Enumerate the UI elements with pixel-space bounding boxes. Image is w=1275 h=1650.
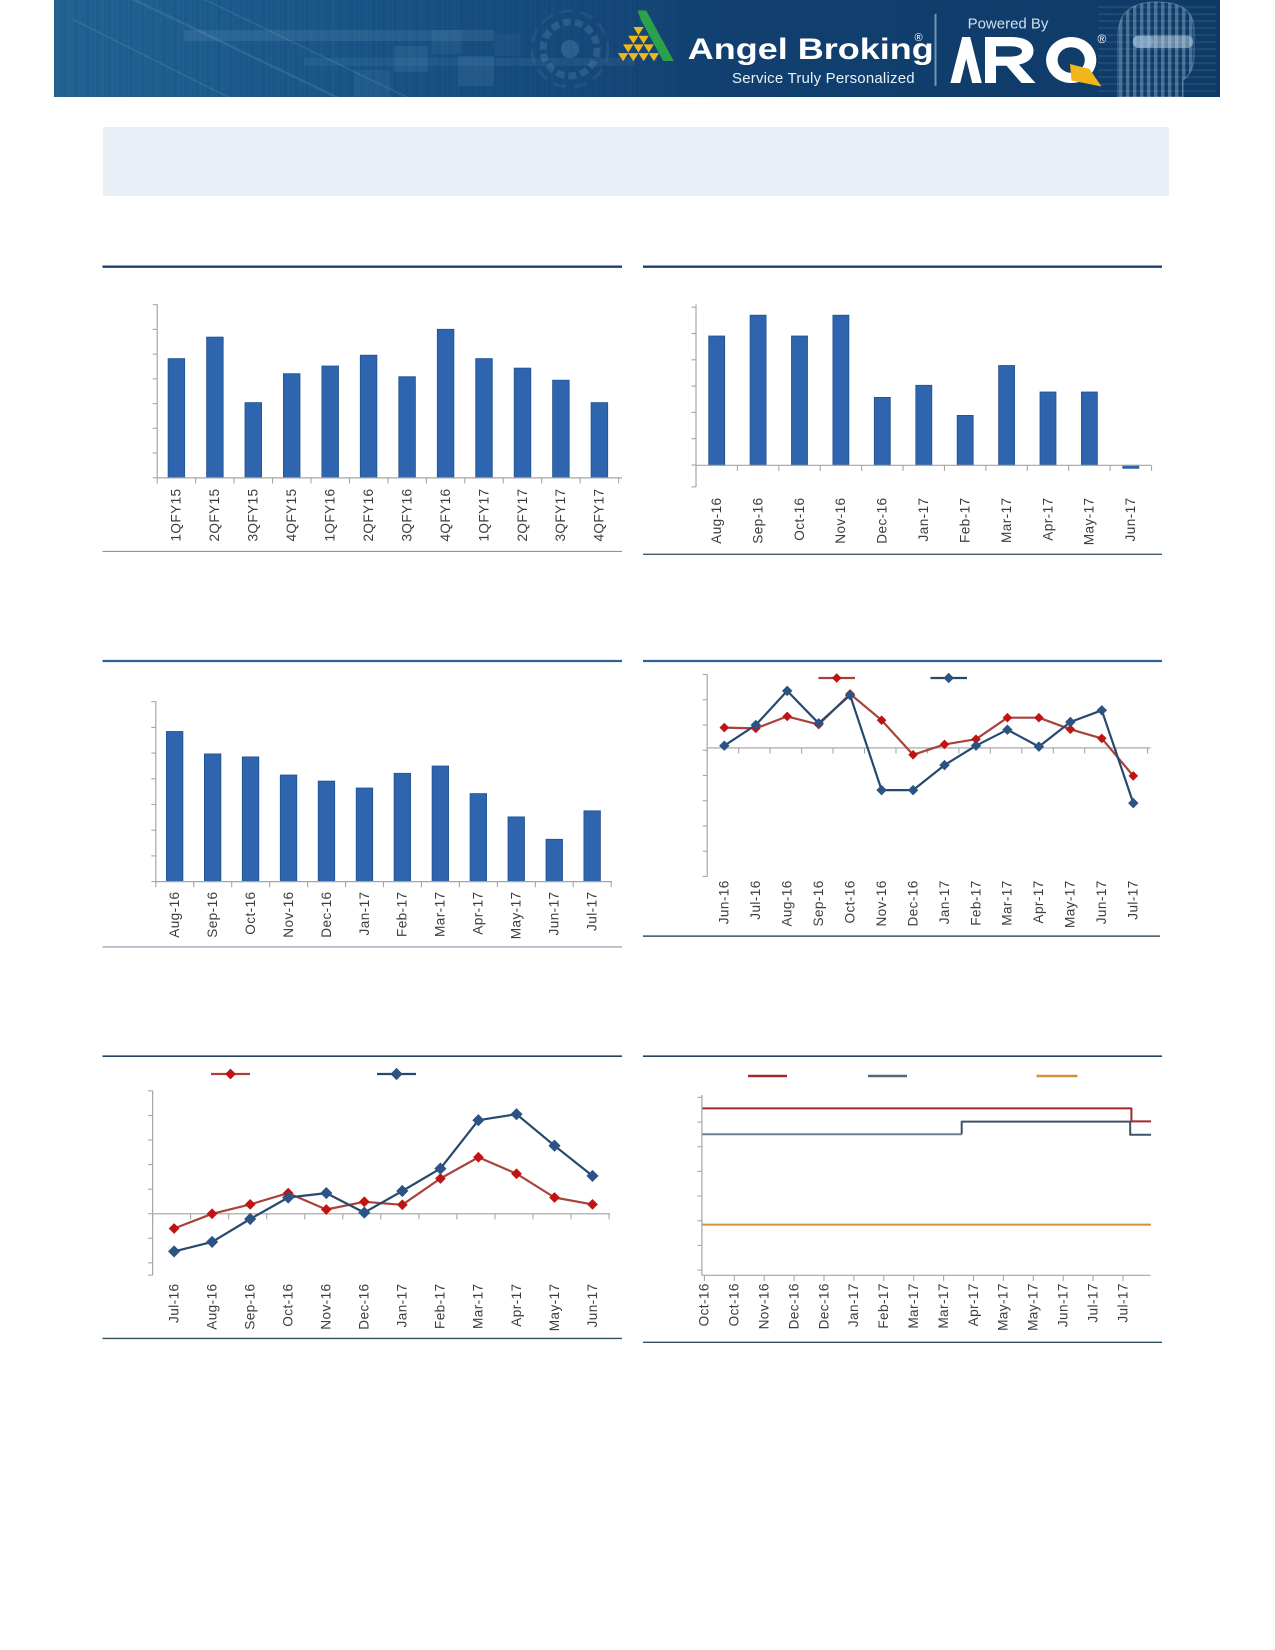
svg-text:May-17: May-17: [996, 1283, 1011, 1331]
svg-text:4QFY15: 4QFY15: [284, 489, 299, 542]
svg-text:®: ®: [1098, 32, 1107, 46]
svg-text:Nov-16: Nov-16: [833, 498, 848, 544]
svg-text:Angel Broking: Angel Broking: [688, 33, 934, 66]
svg-text:Mar-17: Mar-17: [906, 1283, 921, 1328]
svg-text:Mar-17: Mar-17: [471, 1284, 486, 1329]
svg-text:Mar-17: Mar-17: [433, 892, 448, 937]
svg-text:3QFY17: 3QFY17: [553, 489, 568, 542]
svg-text:Dec-16: Dec-16: [357, 1284, 372, 1330]
svg-text:Jan-17: Jan-17: [916, 498, 931, 542]
svg-text:Aug-16: Aug-16: [204, 1284, 219, 1330]
svg-text:Aug-16: Aug-16: [167, 892, 182, 938]
svg-text:Feb-17: Feb-17: [876, 1283, 891, 1328]
svg-text:1QFY16: 1QFY16: [323, 489, 338, 542]
svg-text:Aug-16: Aug-16: [709, 498, 724, 544]
svg-text:Sep-16: Sep-16: [243, 1284, 258, 1330]
svg-text:Nov-16: Nov-16: [319, 1284, 334, 1330]
svg-text:Jul-17: Jul-17: [585, 892, 600, 931]
svg-text:Jun-17: Jun-17: [547, 892, 562, 936]
svg-text:®: ®: [915, 32, 923, 44]
svg-text:Jun-17: Jun-17: [1056, 1283, 1071, 1327]
svg-text:2QFY17: 2QFY17: [515, 489, 530, 542]
svg-text:Mar-17: Mar-17: [1000, 880, 1015, 925]
svg-text:Apr-17: Apr-17: [471, 892, 486, 935]
svg-text:4QFY16: 4QFY16: [438, 489, 453, 542]
svg-text:Jun-17: Jun-17: [1094, 880, 1109, 924]
svg-text:1QFY15: 1QFY15: [169, 489, 184, 542]
svg-text:Jan-17: Jan-17: [937, 880, 952, 924]
svg-text:Oct-16: Oct-16: [842, 880, 857, 923]
svg-text:May-17: May-17: [1026, 1283, 1041, 1331]
svg-text:3QFY15: 3QFY15: [246, 489, 261, 542]
svg-text:Sep-16: Sep-16: [811, 880, 826, 926]
svg-text:Apr-17: Apr-17: [966, 1283, 981, 1326]
svg-text:Powered By: Powered By: [968, 16, 1049, 33]
svg-text:Oct-16: Oct-16: [727, 1283, 742, 1326]
svg-text:Mar-17: Mar-17: [936, 1283, 951, 1328]
svg-text:Nov-16: Nov-16: [281, 892, 296, 938]
svg-text:Dec-16: Dec-16: [905, 880, 920, 926]
svg-text:Jul-17: Jul-17: [1085, 1283, 1100, 1322]
svg-text:2QFY15: 2QFY15: [207, 489, 222, 542]
svg-text:Jan-17: Jan-17: [846, 1283, 861, 1327]
svg-text:2QFY16: 2QFY16: [361, 489, 376, 542]
svg-text:Mar-17: Mar-17: [999, 498, 1014, 543]
svg-text:3QFY16: 3QFY16: [399, 489, 414, 542]
svg-text:Sep-16: Sep-16: [750, 498, 765, 544]
svg-text:Apr-17: Apr-17: [509, 1284, 524, 1327]
svg-text:Nov-16: Nov-16: [757, 1283, 772, 1329]
svg-text:Jul-16: Jul-16: [748, 880, 763, 919]
svg-text:1QFY17: 1QFY17: [476, 489, 491, 542]
svg-text:Jan-17: Jan-17: [395, 1284, 410, 1328]
svg-text:Nov-16: Nov-16: [874, 880, 889, 926]
svg-text:Aug-16: Aug-16: [780, 880, 795, 926]
svg-text:Feb-17: Feb-17: [968, 880, 983, 925]
svg-text:Apr-17: Apr-17: [1031, 880, 1046, 923]
svg-text:Oct-16: Oct-16: [792, 498, 807, 541]
svg-text:Oct-16: Oct-16: [697, 1283, 712, 1326]
svg-text:Jan-17: Jan-17: [357, 892, 372, 936]
svg-text:Apr-17: Apr-17: [1040, 498, 1055, 541]
svg-text:Dec-16: Dec-16: [875, 498, 890, 544]
svg-text:Sep-16: Sep-16: [205, 892, 220, 938]
svg-text:May-17: May-17: [509, 892, 524, 940]
svg-text:Oct-16: Oct-16: [281, 1284, 296, 1327]
svg-text:May-17: May-17: [547, 1284, 562, 1332]
svg-text:Jul-17: Jul-17: [1115, 1283, 1130, 1322]
svg-text:Dec-16: Dec-16: [319, 892, 334, 938]
svg-text:Oct-16: Oct-16: [243, 892, 258, 935]
svg-text:Dec-16: Dec-16: [816, 1283, 831, 1329]
svg-text:Jul-16: Jul-16: [166, 1284, 181, 1323]
svg-text:Jul-17: Jul-17: [1126, 880, 1141, 919]
svg-text:Jun-17: Jun-17: [1123, 498, 1138, 542]
svg-text:Dec-16: Dec-16: [786, 1283, 801, 1329]
svg-text:Jun-16: Jun-16: [717, 880, 732, 924]
svg-text:4QFY17: 4QFY17: [592, 489, 607, 542]
svg-text:May-17: May-17: [1082, 498, 1097, 546]
svg-text:May-17: May-17: [1063, 880, 1078, 928]
svg-text:Feb-17: Feb-17: [958, 498, 973, 543]
svg-text:Feb-17: Feb-17: [433, 1284, 448, 1329]
svg-text:Jun-17: Jun-17: [585, 1284, 600, 1328]
svg-text:Service Truly Personalized: Service Truly Personalized: [732, 70, 915, 87]
svg-text:Feb-17: Feb-17: [395, 892, 410, 937]
